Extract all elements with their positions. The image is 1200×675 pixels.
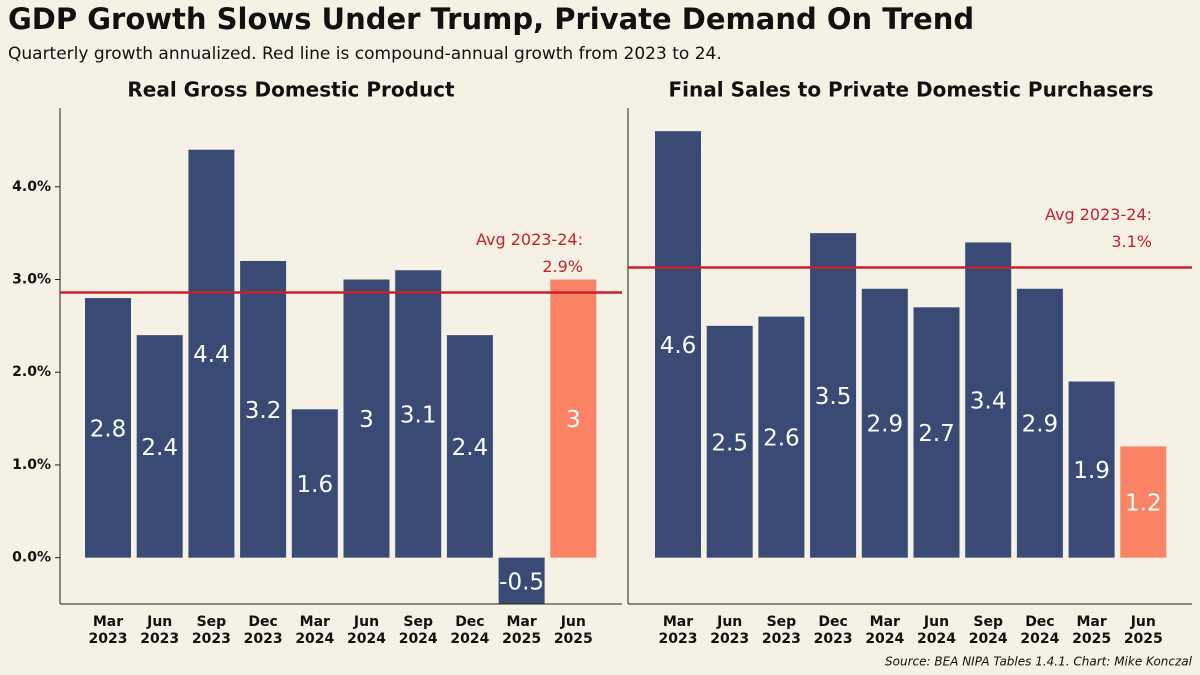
bar [655,131,701,558]
value-label: 1.2 [1125,491,1162,517]
x-tick-label: 2024 [347,631,386,647]
value-label: 3 [566,407,581,433]
bar [965,242,1012,558]
x-tick-label: 2023 [192,631,231,647]
value-label: 3 [359,407,374,433]
x-tick-label: Mar [1076,614,1106,630]
x-tick-label: Dec [248,614,277,630]
bar [343,279,390,558]
x-tick-label: 2025 [554,631,593,647]
panel-title: Real Gross Domestic Product [127,78,455,102]
bar [291,409,338,558]
x-tick-label: Sep [767,614,797,630]
value-label: 2.5 [711,430,748,456]
x-tick-label: Dec [818,614,847,630]
bar [758,316,805,558]
value-label: 3.4 [970,389,1007,415]
x-tick-label: 2024 [450,631,489,647]
bar [810,233,857,558]
value-label: 4.6 [660,333,697,359]
value-label: 2.7 [918,421,955,447]
panel-title: Final Sales to Private Domestic Purchase… [669,78,1154,102]
bar [240,260,287,558]
bar [498,557,545,604]
value-label: 1.6 [297,472,334,498]
x-tick-label: Dec [455,614,484,630]
x-tick-label: 2023 [710,631,749,647]
value-label: -0.5 [499,569,544,595]
x-tick-label: Mar [663,614,693,630]
x-tick-label: 2024 [969,631,1008,647]
x-tick-label: 2023 [89,631,128,647]
x-tick-label: 2024 [295,631,334,647]
y-tick-label: 1.0% [12,457,51,473]
x-tick-label: 2023 [659,631,698,647]
x-tick-label: Mar [93,614,123,630]
bar [395,270,442,558]
x-tick-label: Sep [197,614,227,630]
annotation-value: 2.9% [542,257,583,276]
x-tick-label: 2024 [917,631,956,647]
annotation: Avg 2023-24: [476,230,583,249]
bar [85,298,131,558]
x-tick-label: Jun [1130,614,1156,630]
x-tick-label: 2023 [762,631,801,647]
bar [1016,288,1063,558]
x-tick-label: Sep [973,614,1003,630]
chart-subtitle: Quarterly growth annualized. Red line is… [8,44,722,64]
bar [1068,381,1115,558]
source: Source: BEA NIPA Tables 1.4.1. Chart: Mi… [885,655,1193,669]
x-tick-label: 2024 [1020,631,1059,647]
x-tick-label: 2025 [502,631,541,647]
x-tick-label: Jun [146,614,172,630]
value-label: 2.4 [452,435,489,461]
bar [446,335,493,558]
value-label: 3.5 [815,384,852,410]
value-label: 3.2 [245,398,282,424]
x-tick-label: Mar [870,614,900,630]
x-tick-label: Jun [353,614,379,630]
x-tick-label: Mar [300,614,330,630]
x-tick-label: 2023 [814,631,853,647]
x-tick-label: 2024 [865,631,904,647]
x-tick-label: 2025 [1124,631,1163,647]
x-tick-label: 2023 [244,631,283,647]
annotation-value: 3.1% [1111,232,1152,251]
y-tick-label: 3.0% [12,272,51,288]
y-tick-label: 4.0% [12,179,51,195]
x-tick-label: Sep [403,614,433,630]
value-label: 2.4 [141,435,178,461]
bar [861,288,908,558]
value-label: 4.4 [193,342,230,368]
x-tick-label: 2024 [399,631,438,647]
x-tick-label: 2023 [140,631,179,647]
x-tick-label: Mar [506,614,536,630]
value-label: 2.9 [867,412,904,438]
x-tick-label: Jun [923,614,949,630]
x-tick-label: 2025 [1072,631,1111,647]
x-tick-label: Dec [1025,614,1054,630]
x-tick-label: Jun [716,614,742,630]
value-label: 3.1 [400,402,437,428]
annotation: Avg 2023-24: [1045,205,1152,224]
bar [913,307,960,558]
bar [136,335,183,558]
value-label: 1.9 [1073,458,1110,484]
bar [550,279,597,558]
value-label: 2.6 [763,426,800,452]
bar [1120,446,1167,558]
y-tick-label: 2.0% [12,364,51,380]
bar [188,149,235,558]
bar [706,325,753,558]
chart-title: GDP Growth Slows Under Trump, Private De… [8,2,974,36]
value-label: 2.9 [1022,412,1059,438]
value-label: 2.8 [90,416,127,442]
y-tick-label: 0.0% [12,550,51,566]
x-tick-label: Jun [560,614,586,630]
